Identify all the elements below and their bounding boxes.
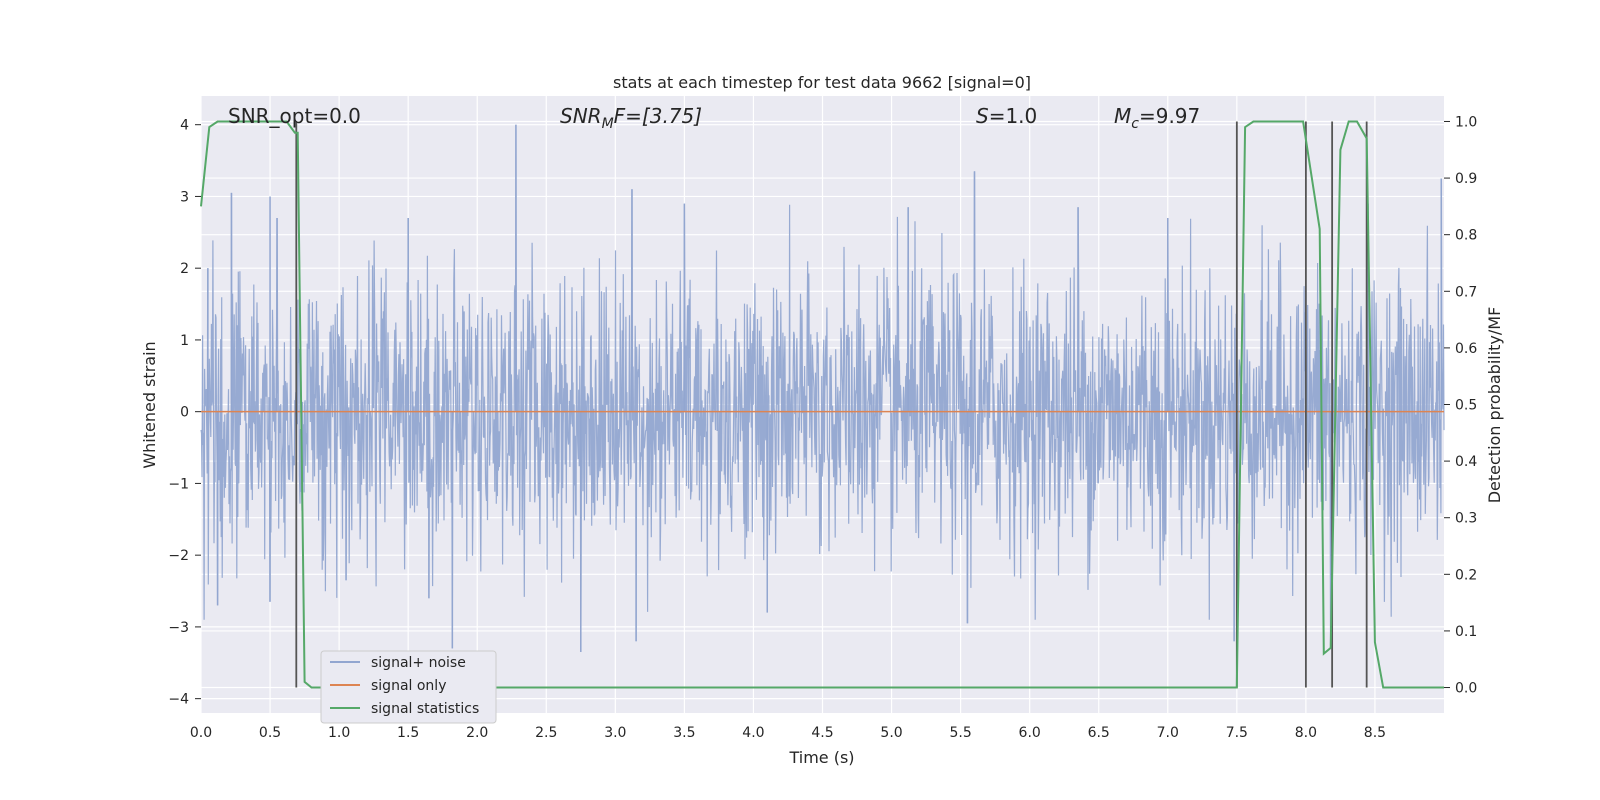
x-tick-label: 3.0 [604,725,626,741]
x-tick-label: 1.0 [328,725,350,741]
y2-tick-label: 0.3 [1455,511,1477,527]
y-tick-label: −4 [168,692,189,708]
x-tick-label: 6.0 [1019,725,1041,741]
x-tick-label: 1.5 [397,725,419,741]
y-tick-label: 3 [180,189,189,205]
legend-label-signal-only: signal only [371,678,446,694]
x-tick-label: 0.0 [190,725,212,741]
y2-tick-label: 0.2 [1455,567,1477,583]
y-tick-label: −3 [168,620,189,636]
chart-title: stats at each timestep for test data 966… [613,73,1031,92]
annotation-snr-opt: SNR_opt=0.0 [228,104,361,128]
y-tick-label: −1 [168,476,189,492]
x-tick-label: 7.0 [1157,725,1179,741]
y-tick-label: −2 [168,548,189,564]
series-signal-statistics [200,120,1444,689]
x-tick-label: 2.0 [466,725,488,741]
y2-axis-label: Detection probability/MF [1485,307,1504,504]
statistics-line [200,120,1444,689]
y2-tick-label: 0.4 [1455,454,1477,470]
y2-tick-label: 0.9 [1455,171,1477,187]
y-tick-label: 2 [180,261,189,277]
x-axis-label: Time (s) [788,748,854,767]
y2-axis-ticks: 1.0 0.9 0.8 0.7 0.6 0.5 0.4 0.3 0.2 0.1 0.0 [1444,114,1477,697]
x-tick-label: 7.5 [1226,725,1248,741]
x-tick-label: 5.5 [949,725,971,741]
legend-box [320,650,497,724]
x-tick-label: 2.5 [535,725,557,741]
x-tick-label: 8.0 [1295,725,1317,741]
y-tick-label: 4 [180,118,189,134]
x-tick-label: 4.5 [811,725,833,741]
x-tick-label: 3.5 [673,725,695,741]
annotation-s: S=1.0 [976,104,1037,128]
y2-tick-label: 0.7 [1455,284,1477,300]
y2-tick-label: 0.1 [1455,624,1477,640]
legend-label-signal-noise: signal+ noise [371,655,466,671]
y-axis-label: Whitened strain [140,341,159,468]
x-tick-label: 8.5 [1364,725,1386,741]
y-axis-ticks: 4 3 2 1 0 −1 −2 −3 −4 [168,118,201,708]
x-tick-label: 6.5 [1088,725,1110,741]
x-axis-ticks: 0.0 0.5 1.0 1.5 2.0 2.5 3.0 3.5 4.0 4.5 5.0 5.5 6.0 6… [190,725,1386,741]
x-tick-label: 5.0 [880,725,902,741]
annotation-mc: Mc=9.97 [1114,104,1200,132]
y2-tick-label: 0.6 [1455,341,1477,357]
legend: signal+ noise signal only signal statist… [320,650,497,724]
y2-tick-label: 1.0 [1455,114,1477,130]
y2-tick-label: 0.0 [1455,681,1477,697]
y2-tick-label: 0.5 [1455,398,1477,414]
y-tick-label: 0 [180,405,189,421]
y-tick-label: 1 [180,333,189,349]
annotation-snr-mf: SNRMF=[3.75] [560,104,702,132]
legend-label-signal-statistics: signal statistics [371,701,479,717]
x-tick-label: 4.0 [742,725,764,741]
x-tick-label: 0.5 [259,725,281,741]
y2-tick-label: 0.8 [1455,228,1477,244]
